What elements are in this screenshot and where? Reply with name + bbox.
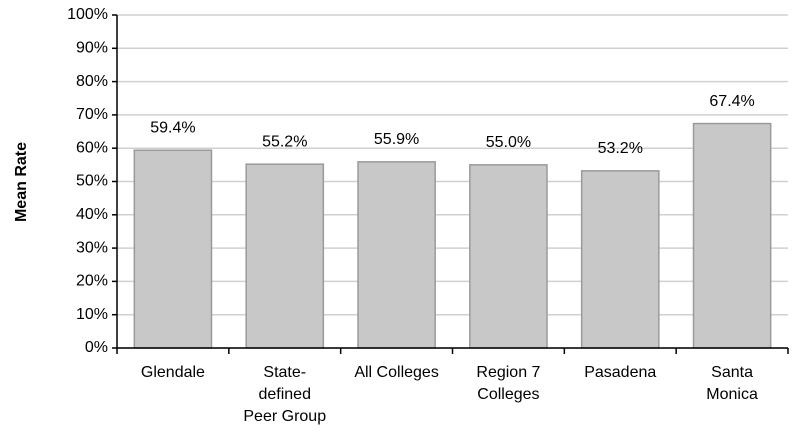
- y-tick-label: 20%: [76, 273, 108, 290]
- y-tick-label: 10%: [76, 306, 108, 323]
- data-label: 67.4%: [709, 93, 754, 110]
- data-label: 59.4%: [150, 119, 195, 136]
- bar: [357, 161, 436, 349]
- x-tick-label: Glendale: [140, 364, 205, 381]
- y-tick-label: 90%: [76, 40, 108, 57]
- x-tick-label: All Colleges: [354, 364, 439, 381]
- y-tick-label: 40%: [76, 206, 108, 223]
- data-label: 53.2%: [598, 140, 643, 157]
- bar: [580, 170, 660, 349]
- x-tick-label: Santa Monica: [706, 364, 758, 403]
- x-tick-label: State- defined Peer Group: [243, 364, 327, 425]
- bar: [245, 163, 325, 349]
- bar: [469, 164, 548, 349]
- bar: [692, 122, 772, 349]
- y-axis-label: Mean Rate: [13, 142, 30, 222]
- y-tick-label: 0%: [85, 339, 108, 356]
- data-label: 55.2%: [262, 133, 307, 150]
- data-label: 55.0%: [486, 134, 531, 151]
- bar: [133, 149, 213, 349]
- y-tick-label: 60%: [76, 139, 108, 156]
- y-tick-label: 80%: [76, 73, 108, 90]
- y-tick-label: 30%: [76, 239, 108, 256]
- x-tick-label: Region 7 Colleges: [476, 364, 541, 403]
- y-tick-label: 100%: [67, 6, 108, 23]
- y-tick-label: 50%: [76, 173, 108, 190]
- x-tick-label: Pasadena: [584, 364, 657, 381]
- data-label: 55.9%: [374, 131, 419, 148]
- y-tick-label: 70%: [76, 106, 108, 123]
